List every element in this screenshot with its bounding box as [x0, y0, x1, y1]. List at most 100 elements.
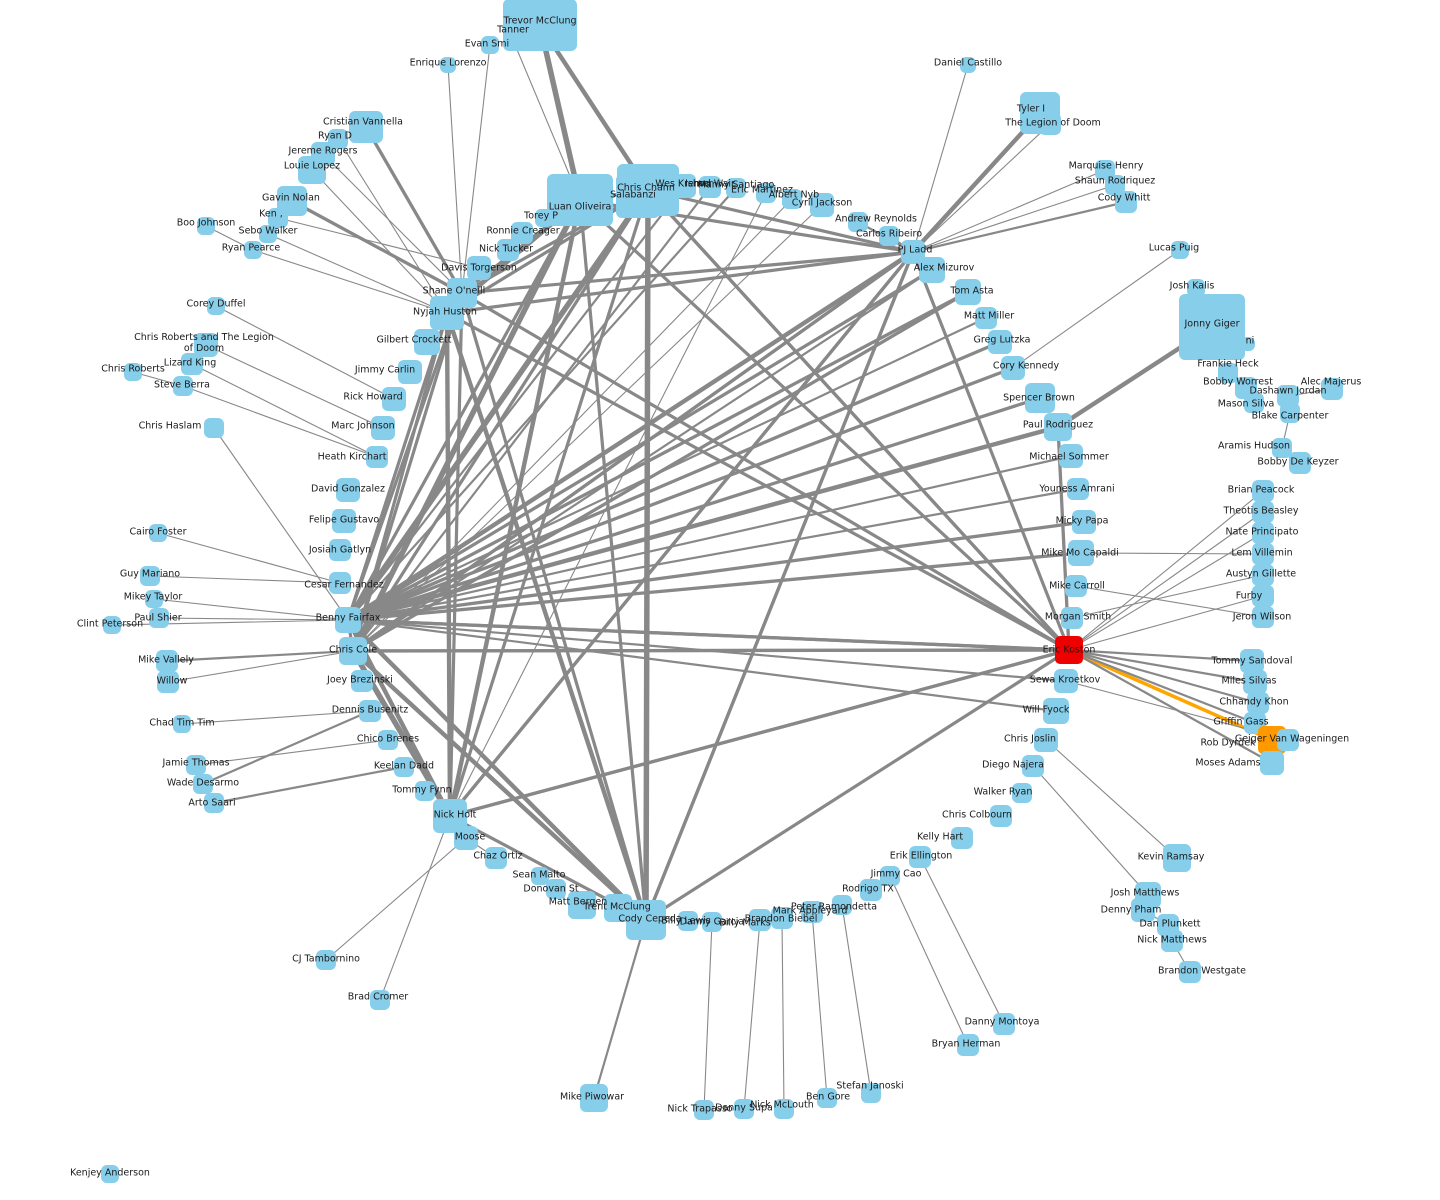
graph-node-steve-berra[interactable] — [173, 376, 193, 396]
graph-node-torey-pudwill[interactable] — [535, 209, 553, 227]
graph-node-mike-carroll[interactable] — [1065, 575, 1087, 597]
graph-node-cesar-fernandez[interactable] — [329, 572, 351, 594]
graph-node-moses-adams[interactable] — [1260, 751, 1284, 775]
graph-node-jimmy-carlin[interactable] — [398, 360, 422, 384]
graph-node-kenjey-anderson[interactable] — [101, 1165, 119, 1183]
graph-node-louie-lopez[interactable] — [298, 156, 326, 184]
graph-node-shaun-rodriguez[interactable] — [1105, 175, 1125, 195]
graph-node-walker-ryan[interactable] — [1012, 783, 1032, 803]
graph-node-chris-haslam[interactable] — [204, 418, 224, 438]
graph-node-enrique-lorenzo[interactable] — [440, 57, 456, 73]
graph-node-hidden-ni[interactable] — [1241, 337, 1255, 351]
graph-node-brandon-westgate[interactable] — [1179, 961, 1201, 983]
graph-node-ben-gore[interactable] — [817, 1088, 837, 1108]
graph-node-bobby-de-keyzer[interactable] — [1289, 452, 1311, 474]
graph-node-felipe-gustavo[interactable] — [332, 509, 356, 533]
graph-node-bryan-herman[interactable] — [957, 1034, 979, 1056]
graph-node-danny-garcia[interactable] — [702, 912, 722, 932]
graph-node-dashawn-jordan[interactable] — [1277, 385, 1299, 407]
graph-node-sebo-walker[interactable] — [259, 225, 277, 243]
graph-node-boo-johnson[interactable] — [197, 217, 215, 235]
graph-node-carlos-ribeiro[interactable] — [879, 226, 899, 246]
graph-node-mason-silva[interactable] — [1244, 393, 1264, 413]
graph-node-peter-ramondetta[interactable] — [832, 895, 852, 915]
graph-node-ishod-wair[interactable] — [699, 176, 721, 198]
graph-node-tom-asta[interactable] — [955, 279, 981, 305]
graph-node-legion-of-doom[interactable] — [1039, 113, 1061, 135]
graph-node-rick-howard[interactable] — [382, 387, 406, 411]
graph-node-morgan-smith[interactable] — [1061, 607, 1083, 629]
graph-node-cody-cepeda[interactable] — [626, 900, 666, 940]
graph-node-andrew-reynolds[interactable] — [848, 212, 868, 232]
graph-node-geiger-van-wageningen[interactable] — [1277, 729, 1299, 751]
graph-node-mikey-taylor[interactable] — [145, 590, 163, 608]
graph-node-mark-appleyard[interactable] — [801, 901, 823, 923]
graph-node-nick-mclouth[interactable] — [774, 1099, 794, 1119]
graph-node-chaz-ortiz[interactable] — [485, 847, 507, 869]
graph-node-keelan-dadd[interactable] — [394, 757, 414, 777]
graph-node-ken[interactable] — [268, 208, 288, 228]
graph-node-bastien-salabanzi[interactable] — [616, 174, 660, 218]
graph-node-gilbert-crockett[interactable] — [414, 329, 440, 355]
graph-node-nate-principato[interactable] — [1252, 522, 1274, 544]
graph-node-willow[interactable] — [157, 671, 179, 693]
graph-node-sean-malto[interactable] — [531, 867, 549, 885]
graph-node-micky-papa[interactable] — [1072, 510, 1096, 534]
graph-node-josh-kalis[interactable] — [1187, 279, 1205, 297]
graph-node-arto-saari[interactable] — [204, 793, 224, 813]
graph-node-chris-colbourn[interactable] — [990, 805, 1012, 827]
graph-node-erik-ellington[interactable] — [909, 846, 931, 868]
graph-node-mike-piwowar[interactable] — [580, 1084, 608, 1112]
graph-node-cody-whitt[interactable] — [1115, 191, 1137, 213]
graph-node-davis-torgerson[interactable] — [467, 256, 491, 280]
graph-node-guy-mariano[interactable] — [140, 566, 160, 586]
graph-node-brandon-biebel[interactable] — [771, 907, 793, 929]
graph-node-austyn-gillette[interactable] — [1252, 564, 1274, 586]
graph-node-alec-majerus[interactable] — [1321, 378, 1343, 400]
graph-node-furby[interactable] — [1252, 585, 1274, 607]
graph-node-moose[interactable] — [454, 826, 478, 850]
graph-node-jeron-wilson[interactable] — [1252, 606, 1274, 628]
graph-node-aramis-hudson[interactable] — [1272, 438, 1292, 458]
graph-node-kelly-hart[interactable] — [951, 827, 973, 849]
graph-node-benny-fairfax[interactable] — [335, 607, 361, 633]
graph-node-corey-duffel[interactable] — [207, 297, 225, 315]
graph-node-tommy-fynn[interactable] — [415, 781, 435, 801]
graph-node-wes-kremer[interactable] — [672, 174, 696, 198]
graph-node-nick-matthews[interactable] — [1161, 930, 1183, 952]
graph-node-chris-roberts[interactable] — [124, 363, 142, 381]
graph-node-stefan-janoski[interactable] — [861, 1083, 881, 1103]
graph-node-luan-oliveira[interactable] — [547, 174, 613, 226]
graph-node-nick-tucker[interactable] — [497, 239, 519, 261]
graph-node-billy-lewis[interactable] — [678, 911, 698, 931]
graph-node-wade-desarmo[interactable] — [193, 774, 213, 794]
graph-node-matt-miller[interactable] — [975, 307, 997, 329]
graph-node-dennis-busenitz[interactable] — [359, 700, 381, 722]
graph-node-cairo-foster[interactable] — [149, 524, 167, 542]
graph-node-eric-martinez[interactable] — [756, 183, 776, 203]
graph-node-mike-vallely[interactable] — [156, 650, 178, 672]
graph-node-ryan-pearce[interactable] — [244, 241, 262, 259]
graph-node-spencer-brown[interactable] — [1025, 383, 1055, 413]
graph-node-tommy-sandoval[interactable] — [1240, 649, 1264, 673]
graph-node-daniel-castillo[interactable] — [960, 57, 976, 73]
graph-node-billy-marks[interactable] — [749, 909, 771, 931]
graph-node-nyjah-huston[interactable] — [430, 296, 464, 330]
graph-node-david-gonzalez[interactable] — [336, 478, 360, 502]
graph-node-theotis-beasley[interactable] — [1252, 501, 1274, 523]
graph-node-greg-lutzka[interactable] — [988, 330, 1012, 354]
graph-node-ronnie-creager[interactable] — [511, 222, 533, 244]
graph-node-brian-peacock[interactable] — [1252, 480, 1274, 502]
graph-node-jamie-thomas[interactable] — [186, 755, 206, 775]
graph-node-albert-nyberg[interactable] — [782, 189, 802, 209]
graph-node-donovan-strain[interactable] — [546, 879, 566, 899]
graph-node-paul-rodriguez[interactable] — [1044, 413, 1072, 441]
graph-node-tanner[interactable] — [504, 31, 522, 49]
graph-node-alex-mizurov[interactable] — [919, 257, 945, 283]
graph-node-miles-silvas[interactable] — [1243, 670, 1267, 694]
graph-node-cj-tambornino[interactable] — [316, 950, 336, 970]
graph-node-clint-peterson[interactable] — [103, 616, 121, 634]
graph-node-brad-cromer[interactable] — [370, 990, 390, 1010]
graph-node-cristian-vannella[interactable] — [349, 111, 383, 143]
graph-node-danny-montoya[interactable] — [993, 1013, 1015, 1035]
